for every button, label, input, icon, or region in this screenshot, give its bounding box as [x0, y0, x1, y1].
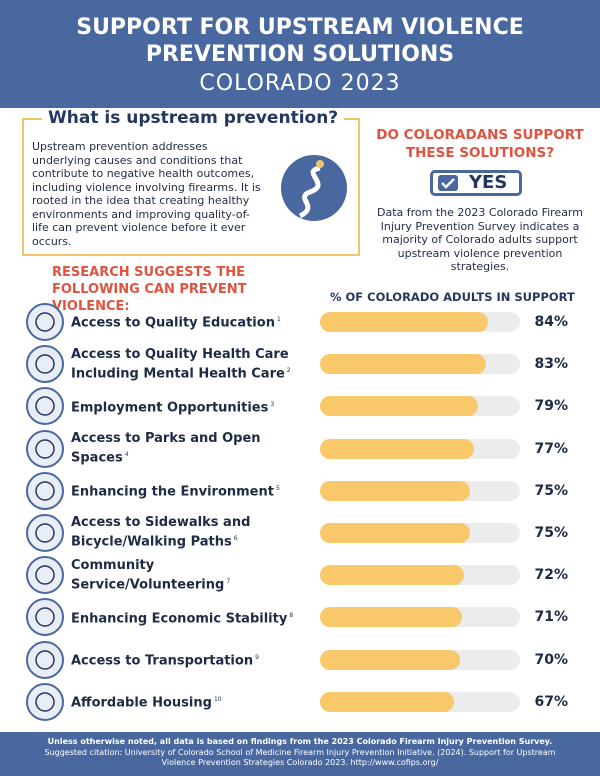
- value-label: 72%: [534, 567, 568, 584]
- chart-row: Access to Parks and Open Spaces 4 77%: [0, 429, 600, 469]
- row-icon: [26, 387, 64, 426]
- bar: [320, 691, 454, 712]
- support-heading: DO COLORADANS SUPPORT THESE SOLUTIONS?: [376, 127, 584, 161]
- bar: [320, 607, 462, 628]
- row-icon: [26, 471, 64, 510]
- yes-badge: YES: [430, 170, 522, 196]
- footnote: 7: [226, 577, 231, 585]
- category-label: Community Service/Volunteering 7: [71, 555, 299, 595]
- footnote: 10: [213, 696, 222, 704]
- intro-heading: What is upstream prevention?: [42, 108, 345, 128]
- category-label: Access to Quality Health Care Including …: [71, 344, 299, 384]
- category-text: Employment Opportunities 3: [71, 400, 275, 416]
- value-label: 70%: [534, 651, 568, 668]
- category-label: Access to Parks and Open Spaces 4: [71, 429, 299, 469]
- chart-row: Access to Quality Education 1 84%: [0, 302, 600, 342]
- value-label: 75%: [534, 482, 568, 499]
- bar: [320, 312, 488, 332]
- category-text: Affordable Housing 10: [71, 695, 222, 711]
- footnote: 6: [233, 535, 238, 543]
- category-text: Access to Sidewalks and Bicycle/Walking …: [71, 515, 251, 550]
- footer: Unless otherwise noted, all data is base…: [0, 732, 600, 776]
- row-icon: [26, 303, 64, 341]
- header: SUPPORT FOR UPSTREAM VIOLENCE PREVENTION…: [0, 0, 600, 108]
- chart-title: RESEARCH SUGGESTS THE FOLLOWING CAN PREV…: [52, 265, 247, 314]
- footnote: 2: [286, 366, 291, 374]
- category-label: Enhancing the Environment 5: [71, 471, 299, 511]
- chart-row: Access to Transportation 9 70%: [0, 640, 600, 680]
- category-text: Enhancing the Environment 5: [71, 484, 280, 500]
- bar: [320, 438, 474, 459]
- value-label: 77%: [534, 440, 568, 457]
- footnote: 9: [255, 653, 259, 661]
- chart-row: Access to Quality Health Care Including …: [0, 344, 600, 384]
- yes-text: YES: [469, 172, 508, 193]
- chart-row: Enhancing the Environment 5 75%: [0, 471, 600, 511]
- value-label: 83%: [534, 356, 568, 373]
- footnote: 3: [270, 400, 275, 408]
- bar: [320, 565, 464, 586]
- footnote: 4: [124, 450, 129, 458]
- chart-row: Employment Opportunities 3 79%: [0, 386, 600, 426]
- footnote: 8: [289, 611, 294, 619]
- value-label: 67%: [534, 693, 568, 710]
- support-body: Data from the 2023 Colorado Firearm Inju…: [377, 206, 583, 273]
- intro-box: What is upstream prevention? Upstream pr…: [22, 108, 360, 256]
- chart-row: Access to Sidewalks and Bicycle/Walking …: [0, 513, 600, 553]
- check-icon: [438, 175, 458, 191]
- category-label: Affordable Housing 10: [71, 682, 299, 722]
- value-label: 79%: [534, 398, 568, 415]
- bar: [320, 649, 460, 670]
- bar: [320, 354, 486, 375]
- category-text: Enhancing Economic Stability 8: [71, 611, 294, 627]
- value-heading: % OF COLORADO ADULTS IN SUPPORT: [330, 290, 575, 304]
- category-label: Employment Opportunities 3: [71, 386, 299, 426]
- chart-row: Affordable Housing 10 67%: [0, 682, 600, 722]
- footer-citation: Suggested citation: University of Colora…: [44, 748, 556, 767]
- title: SUPPORT FOR UPSTREAM VIOLENCE PREVENTION…: [76, 15, 524, 67]
- category-label: Access to Transportation 9: [71, 640, 299, 680]
- row-icon: [26, 345, 64, 384]
- row-icon: [26, 514, 64, 552]
- value-label: 75%: [534, 525, 568, 541]
- chart-row: Enhancing Economic Stability 8 71%: [0, 597, 600, 637]
- category-text: Access to Quality Health Care Including …: [71, 346, 291, 381]
- category-text: Access to Quality Education 1: [71, 315, 281, 331]
- value-label: 71%: [534, 609, 568, 626]
- value-label: 84%: [534, 314, 568, 330]
- row-icon: [26, 598, 64, 637]
- footnote: 5: [275, 485, 280, 493]
- intro-body: Upstream prevention addresses underlying…: [32, 140, 261, 248]
- footer-note: Unless otherwise noted, all data is base…: [47, 737, 553, 746]
- footnote: 1: [276, 316, 281, 324]
- bar: [320, 523, 470, 543]
- category-label: Access to Sidewalks and Bicycle/Walking …: [71, 513, 299, 553]
- row-icon: [26, 682, 64, 721]
- subtitle: COLORADO 2023: [199, 71, 401, 96]
- bar: [320, 480, 470, 501]
- category-text: Community Service/Volunteering 7: [71, 557, 231, 592]
- category-text: Access to Parks and Open Spaces 4: [71, 430, 261, 466]
- row-icon: [26, 556, 64, 595]
- category-text: Access to Transportation 9: [71, 653, 259, 669]
- row-icon: [26, 640, 64, 679]
- category-label: Access to Quality Education 1: [71, 302, 299, 342]
- row-icon: [26, 429, 64, 468]
- category-label: Enhancing Economic Stability 8: [71, 597, 299, 637]
- bar: [320, 396, 478, 417]
- road-icon: [281, 155, 347, 221]
- chart-row: Community Service/Volunteering 7 72%: [0, 555, 600, 595]
